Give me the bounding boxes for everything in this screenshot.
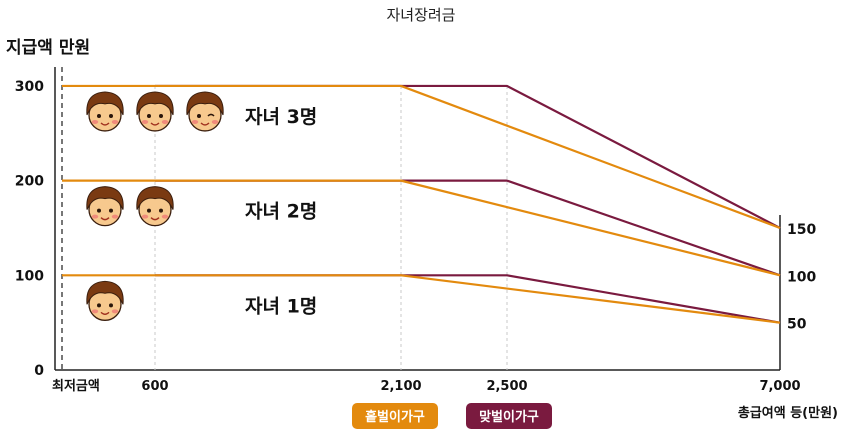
axes — [54, 67, 781, 371]
child-face-icon — [86, 91, 124, 132]
group-label: 자녀 3명 — [245, 106, 317, 128]
series-line-single — [62, 179, 781, 277]
legend-item: 홑벌이가구 — [352, 403, 438, 429]
legend-label: 맞벌이가구 — [479, 409, 539, 425]
right-tick-label: 50 — [787, 317, 807, 333]
series-line-single — [62, 274, 781, 324]
legend: 홑벌이가구 맞벌이가구 — [352, 403, 552, 429]
x-tick-label: 2,500 — [486, 379, 527, 394]
chart-title: 자녀장려금 — [386, 6, 455, 24]
children-icons — [86, 91, 224, 321]
y-tick-label: 300 — [15, 79, 44, 95]
y-tick-label: 200 — [15, 174, 44, 190]
series-line-single — [62, 84, 781, 229]
child-face-icon — [86, 280, 124, 321]
child-face-icon — [86, 186, 124, 227]
legend-swatch — [466, 403, 552, 429]
tick-labels: 0 100 200 300 150 100 50 최저금액 600 2,100 2,500 7,000… — [15, 79, 838, 421]
right-tick-label: 100 — [787, 269, 816, 285]
right-tick-label: 150 — [787, 222, 816, 238]
child-face-icon — [186, 91, 224, 132]
y-tick-label: 100 — [15, 268, 44, 284]
series-lines — [62, 84, 781, 324]
y-axis-label: 지급액 만원 — [6, 38, 90, 58]
series-line-dual — [155, 179, 781, 277]
x-tick-label: 600 — [141, 379, 168, 394]
legend-label: 홑벌이가구 — [365, 409, 425, 425]
legend-item: 맞벌이가구 — [466, 403, 552, 429]
child-face-icon — [136, 186, 174, 227]
x-tick-label: 2,100 — [380, 379, 421, 394]
child-face-icon — [136, 91, 174, 132]
x-axis-label: 총급여액 등(만원) — [738, 405, 838, 421]
group-label: 자녀 2명 — [245, 201, 317, 223]
x-tick-label: 7,000 — [759, 379, 800, 394]
guide-lines — [154, 85, 508, 370]
y-tick-label: 0 — [34, 363, 44, 379]
x-tick-label: 최저금액 — [52, 379, 100, 394]
legend-swatch — [352, 403, 438, 429]
group-label: 자녀 1명 — [245, 295, 317, 317]
